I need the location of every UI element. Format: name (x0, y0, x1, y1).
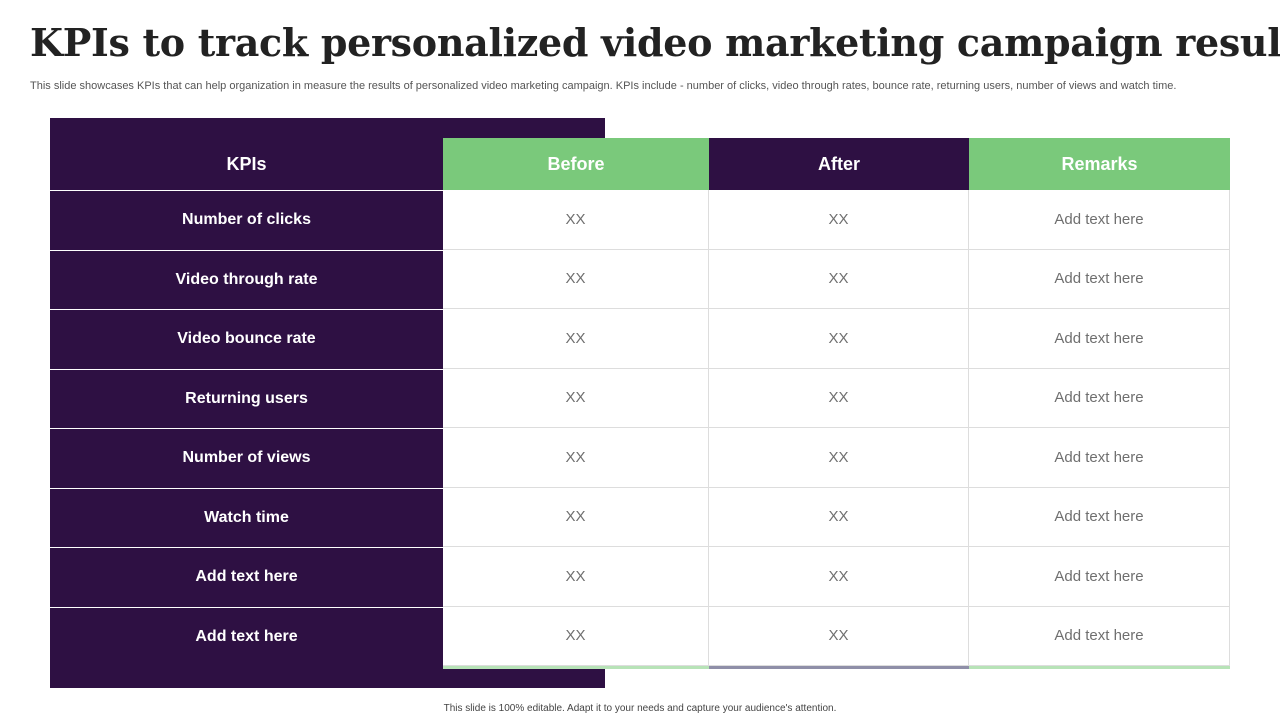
after-header: After (709, 138, 969, 190)
before-cell: XX (443, 368, 709, 428)
kpis-header: KPIs (50, 138, 443, 191)
after-cell: XX (709, 547, 969, 607)
after-cell: XX (709, 487, 969, 547)
remarks-header: Remarks (969, 138, 1230, 190)
table-row: XX XX Add text here (443, 428, 1230, 488)
kpi-column: KPIs Number of clicks Video through rate… (50, 138, 443, 666)
kpi-table: Before After Remarks XX XX Add text here… (443, 138, 1230, 669)
remarks-cell: Add text here (969, 190, 1230, 250)
footer-note: This slide is 100% editable. Adapt it to… (443, 703, 837, 714)
after-cell: XX (709, 428, 969, 488)
kpi-cell: Add text here (195, 627, 298, 645)
before-cell: XX (443, 309, 709, 369)
before-cell: XX (443, 249, 709, 309)
kpi-cell: Number of views (50, 429, 443, 489)
before-cell: XX (443, 547, 709, 607)
page-title: KPIs to track personalized video marketi… (30, 20, 1280, 65)
remarks-cell: Add text here (969, 606, 1230, 666)
kpi-cell: Video through rate (50, 251, 443, 310)
remarks-cell: Add text here (969, 368, 1230, 428)
kpi-cell: Add text here (50, 548, 443, 608)
table-row: XX XX Add text here (443, 309, 1230, 369)
after-cell: XX (709, 606, 969, 666)
before-cell: XX (443, 428, 709, 488)
table-row: XX XX Add text here (443, 487, 1230, 547)
before-bottom-bar (443, 666, 709, 669)
table-bottom-accent (443, 666, 1230, 669)
table-row: XX XX Add text here (443, 249, 1230, 309)
page-description: This slide showcases KPIs that can help … (30, 80, 1177, 92)
after-cell: XX (709, 309, 969, 369)
remarks-cell: Add text here (969, 249, 1230, 309)
table-header-row: Before After Remarks (443, 138, 1230, 190)
remarks-cell: Add text here (969, 547, 1230, 607)
after-cell: XX (709, 368, 969, 428)
before-cell: XX (443, 606, 709, 666)
after-cell: XX (709, 190, 969, 250)
before-header: Before (443, 138, 709, 190)
kpi-cell: Video bounce rate (50, 310, 443, 370)
table-row: XX XX Add text here (443, 368, 1230, 428)
kpi-cell: Watch time (50, 489, 443, 548)
table-row: XX XX Add text here (443, 606, 1230, 666)
after-bottom-bar (709, 666, 969, 669)
before-cell: XX (443, 190, 709, 250)
remarks-cell: Add text here (969, 428, 1230, 488)
table-row: XX XX Add text here (443, 190, 1230, 250)
remarks-cell: Add text here (969, 487, 1230, 547)
before-cell: XX (443, 487, 709, 547)
kpi-cell: Returning users (50, 370, 443, 429)
after-cell: XX (709, 249, 969, 309)
table-row: XX XX Add text here (443, 547, 1230, 607)
remarks-bottom-bar (969, 666, 1230, 669)
remarks-cell: Add text here (969, 309, 1230, 369)
kpi-cell: Number of clicks (50, 191, 443, 251)
